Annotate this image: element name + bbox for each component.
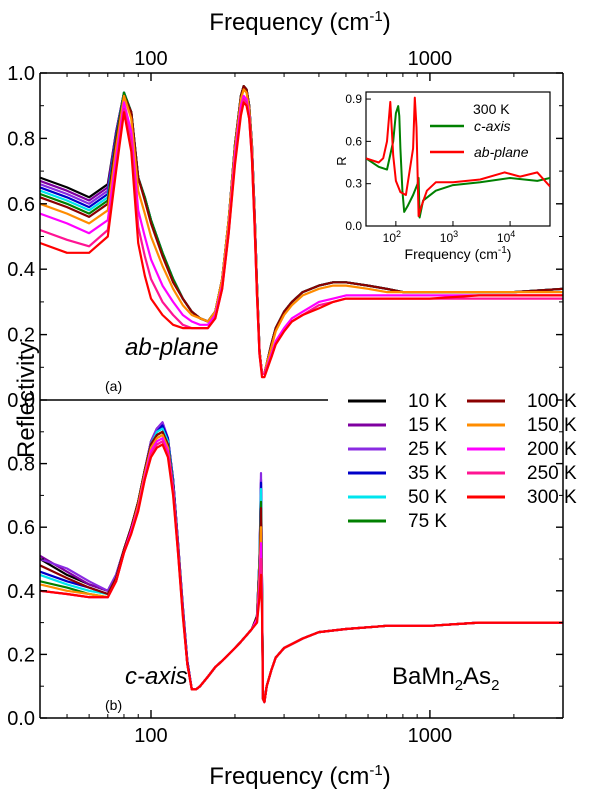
inset-xtick-label: 103: [440, 229, 458, 245]
panel-b-ytick-label: 0.4: [7, 581, 35, 603]
inset-ytick-label: 0.0: [345, 219, 362, 233]
panel-b-series-15k: [40, 421, 563, 704]
panel-b-ytick-label: 0.2: [7, 644, 35, 666]
top-xtick-label: 100: [134, 48, 167, 70]
legend-label: 150 K: [527, 415, 577, 436]
legend-label: 75 K: [408, 511, 447, 532]
inset-ytick-label: 0.6: [345, 134, 362, 148]
panel-a-ytick-label: 0.0: [7, 390, 35, 412]
bottom-xtick-label: 100: [134, 725, 167, 747]
panel-a-tag: (a): [105, 378, 122, 394]
panel-a-ytick-label: 0.6: [7, 194, 35, 216]
inset-legend-label: ab-plane: [474, 144, 529, 160]
y-axis-label: Reflectivity: [13, 342, 40, 458]
inset-title: 300 K: [473, 101, 510, 117]
legend-label: 25 K: [408, 439, 447, 460]
panel-a-series-300k: [40, 101, 563, 379]
inset-series-ab-plane: [366, 96, 550, 218]
panel-a-plot: 0.0 0.2 0.4 0.6 0.8 1.0 100 1000: [7, 48, 564, 412]
panel-a-ytick-label: 0.4: [7, 259, 35, 281]
inset-ytick-label: 0.9: [345, 92, 362, 106]
panel-a-ytick-label: 0.2: [7, 325, 35, 347]
inset-x-label: Frequency (cm-1): [405, 245, 512, 262]
panel-b-ytick-label: 0.6: [7, 517, 35, 539]
top-xtick-label: 1000: [408, 48, 453, 70]
legend-label: 10 K: [408, 391, 447, 412]
legend-label: 250 K: [527, 463, 577, 484]
top-axis-label: Frequency (cm-1): [209, 8, 390, 36]
inset-xtick-label: 102: [383, 229, 401, 245]
compound-label: BaMn2As2: [392, 663, 499, 694]
panel-b-ytick-label: 0.0: [7, 708, 35, 730]
inset-legend-label: c-axis: [474, 118, 511, 134]
legend-label: 300 K: [527, 487, 577, 508]
inset-xtick-label: 104: [497, 229, 515, 245]
inset-series-c-axis: [366, 105, 550, 219]
panel-b-ytick-label: 0.8: [7, 454, 35, 476]
panel-a-ytick-label: 0.8: [7, 128, 35, 150]
inset-plot: 0.0 0.3 0.6 0.9 102 103 104 R Frequency (cm-1)…: [334, 91, 551, 262]
bottom-xtick-label: 1000: [408, 725, 453, 747]
legend: 10 K 15 K 25 K 35 K 50 K 75 K 100 K 150 K 200 K 2…: [348, 391, 577, 532]
panel-b-tag: (b): [105, 697, 122, 713]
legend-label: 200 K: [527, 439, 577, 460]
legend-label: 100 K: [527, 391, 577, 412]
legend-label: 50 K: [408, 487, 447, 508]
panel-a-name: ab-plane: [125, 334, 218, 361]
legend-label: 35 K: [408, 463, 447, 484]
panel-b-plot: 0.0 0.2 0.4 0.6 0.8 100 1000: [7, 421, 564, 747]
panel-b-name: c-axis: [125, 663, 188, 690]
panel-b-series-25k: [40, 421, 563, 704]
panel-a-ytick-label: 1.0: [7, 63, 35, 85]
inset-ytick-label: 0.3: [345, 177, 362, 191]
bottom-axis-label: Frequency (cm-1): [209, 762, 390, 790]
inset-y-label: R: [334, 156, 349, 165]
panel-b-series-300k: [40, 443, 563, 704]
legend-label: 15 K: [408, 415, 447, 436]
